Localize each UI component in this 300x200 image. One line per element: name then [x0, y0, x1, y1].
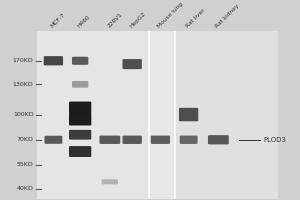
- FancyBboxPatch shape: [151, 136, 170, 144]
- Text: 40KD: 40KD: [16, 186, 34, 191]
- FancyBboxPatch shape: [44, 56, 63, 65]
- FancyBboxPatch shape: [72, 81, 88, 88]
- FancyBboxPatch shape: [69, 102, 91, 114]
- Text: Mouse lung: Mouse lung: [157, 1, 184, 29]
- Bar: [148, 31, 175, 199]
- Text: 55KD: 55KD: [17, 162, 34, 167]
- FancyBboxPatch shape: [44, 136, 62, 144]
- Text: 22RV1: 22RV1: [106, 12, 123, 29]
- FancyBboxPatch shape: [72, 57, 88, 65]
- FancyBboxPatch shape: [69, 146, 91, 157]
- FancyBboxPatch shape: [122, 59, 142, 69]
- Text: 130KD: 130KD: [13, 82, 34, 87]
- Text: HepG2: HepG2: [129, 11, 147, 29]
- Text: H460: H460: [76, 14, 91, 29]
- Bar: [175, 31, 278, 199]
- FancyBboxPatch shape: [122, 136, 142, 144]
- FancyBboxPatch shape: [100, 136, 120, 144]
- FancyBboxPatch shape: [179, 108, 198, 121]
- Text: Rat liver: Rat liver: [185, 8, 206, 29]
- Text: 70KD: 70KD: [16, 137, 34, 142]
- Text: 100KD: 100KD: [13, 112, 34, 117]
- FancyBboxPatch shape: [69, 114, 91, 125]
- Text: 170KD: 170KD: [13, 58, 34, 63]
- FancyBboxPatch shape: [69, 130, 91, 140]
- Text: Rat kidney: Rat kidney: [215, 3, 241, 29]
- Text: MCF-7: MCF-7: [50, 12, 67, 29]
- FancyBboxPatch shape: [208, 135, 229, 144]
- Text: PLOD3: PLOD3: [263, 137, 286, 143]
- FancyBboxPatch shape: [180, 136, 198, 144]
- FancyBboxPatch shape: [102, 179, 118, 184]
- Bar: [37, 31, 148, 199]
